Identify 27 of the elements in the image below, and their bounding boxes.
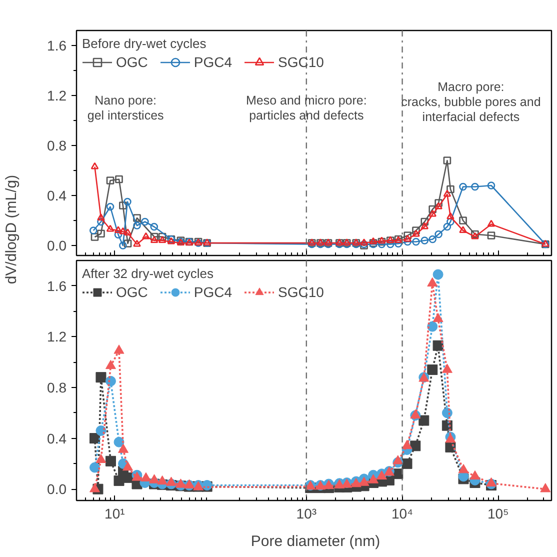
y-tick-label: 0.4 (47, 430, 67, 446)
legend-title: After 32 dry-wet cycles (82, 266, 214, 281)
y-tick-label: 0.8 (47, 379, 67, 396)
x-tick-label: 10⁴ (391, 506, 414, 522)
legend-label: OGC (116, 54, 148, 70)
x-tick-label: 10⁵ (487, 506, 509, 522)
legend-label: PGC4 (194, 54, 232, 70)
y-axis-title: dV/dlogD (mL/g) (3, 174, 20, 284)
annotation: Meso and micro pore: particles and defects (246, 94, 367, 122)
y-tick-label: 0.0 (47, 481, 67, 498)
y-tick-label: 1.6 (47, 278, 67, 294)
y-tick-label: 0.0 (47, 238, 67, 254)
annotation: Macro pore: cracks, bubble pores and interfacial defects (401, 80, 541, 124)
legend-label: PGC4 (194, 284, 232, 300)
x-tick-label: 10¹ (104, 506, 126, 522)
legend-label: SGC10 (278, 54, 324, 70)
y-tick-label: 1.2 (47, 328, 67, 345)
annotation: Nano pore: gel interstices (87, 94, 164, 122)
x-axis-title: Pore diameter (nm) (250, 533, 380, 550)
legend-title: Before dry-wet cycles (82, 36, 208, 51)
legend-label: SGC10 (278, 284, 324, 300)
x-tick-label: 10³ (296, 506, 317, 522)
y-tick-label: 1.6 (47, 38, 67, 54)
legend-label: OGC (116, 284, 148, 300)
y-tick-label: 1.2 (47, 88, 67, 104)
y-tick-label: 0.8 (47, 138, 67, 154)
y-tick-label: 0.4 (47, 188, 67, 204)
